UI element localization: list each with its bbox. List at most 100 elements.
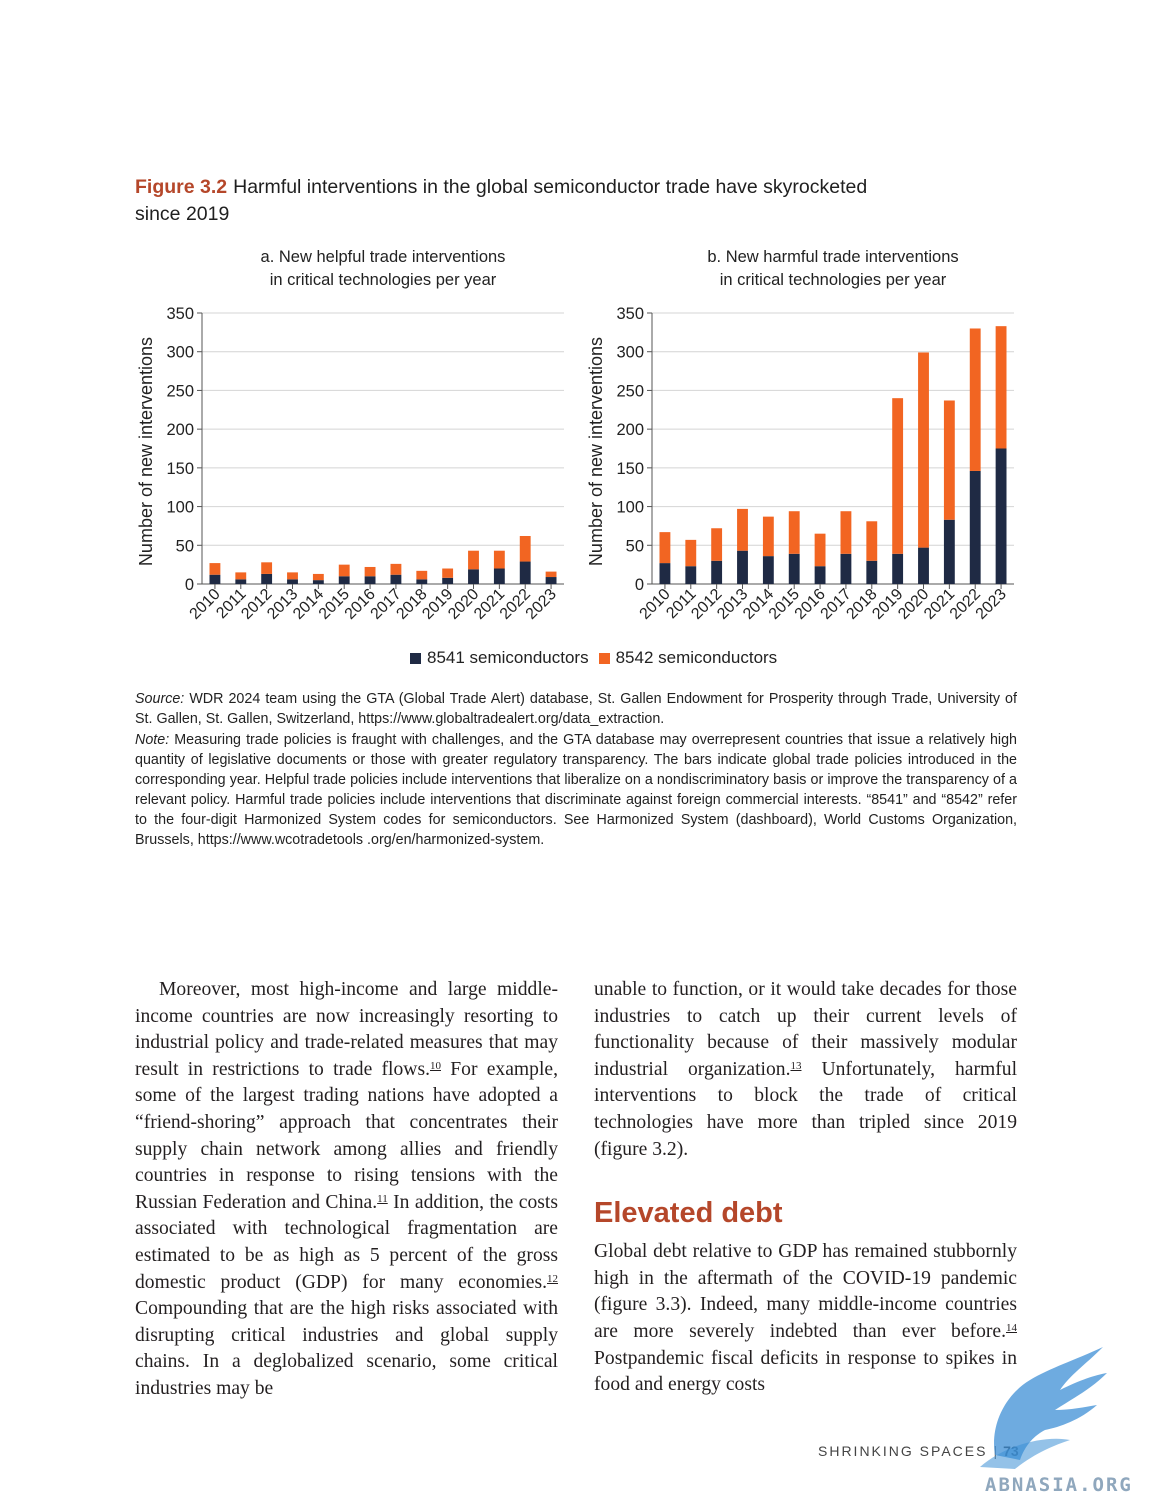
bar-8541-2012 <box>711 560 723 584</box>
figure-title: Figure 3.2 Harmful interventions in the g… <box>135 174 895 228</box>
y-tick-label: 150 <box>166 460 194 478</box>
y-tick-label: 300 <box>166 344 194 362</box>
chart-panel-b: b. New harmful trade interventions in cri… <box>586 248 1014 623</box>
y-tick-label: 200 <box>616 421 644 439</box>
bar-8541-2017 <box>390 574 402 584</box>
bar-8541-2016 <box>364 576 376 584</box>
source-text: WDR 2024 team using the GTA (Global Trad… <box>135 691 1017 727</box>
bar-8541-2018 <box>866 560 878 584</box>
bar-8541-2023 <box>545 577 557 584</box>
note: Note: Measuring trade policies is fraugh… <box>135 730 1017 850</box>
x-tick-label: 2023 <box>523 586 560 623</box>
bar-8542-2013 <box>287 572 298 580</box>
bar-8542-2020 <box>468 550 479 570</box>
bar-8541-2019 <box>892 553 904 584</box>
bar-8542-2018 <box>416 570 428 580</box>
y-tick-label: 0 <box>635 576 644 594</box>
y-tick-label: 350 <box>616 305 644 323</box>
bar-8542-2015 <box>788 511 800 554</box>
body-text: Unfortunately, harmful interventions to … <box>594 1058 1018 1160</box>
y-tick-label: 200 <box>166 421 194 439</box>
bar-8541-2022 <box>519 561 531 584</box>
figure-notes: Source: WDR 2024 team using the GTA (Glo… <box>135 689 1017 850</box>
bar-8542-2010 <box>659 532 671 564</box>
bar-8541-2011 <box>235 579 247 584</box>
bar-8541-2021 <box>493 568 505 584</box>
body-text: Global debt relative to GDP has remained… <box>594 1241 1017 1342</box>
bar-8542-2018 <box>866 521 878 561</box>
bar-8542-2022 <box>969 328 981 471</box>
footnote-ref-11[interactable]: 11 <box>377 1192 388 1205</box>
source-label: Source: <box>135 691 185 707</box>
bar-8542-2020 <box>918 352 929 548</box>
source-note: Source: WDR 2024 team using the GTA (Glo… <box>135 689 1017 729</box>
bar-8542-2017 <box>390 563 402 575</box>
body-text: Moreover, most high-income and large mid… <box>135 979 558 1080</box>
bar-8542-2011 <box>685 539 697 567</box>
bar-8542-2012 <box>711 528 723 561</box>
chart-title-line: in critical technologies per year <box>720 271 947 289</box>
body-text: For example, some of the largest trading… <box>135 1058 558 1213</box>
figure-title-text: Harmful interventions in the global semi… <box>135 176 868 225</box>
body-text: Compounding that are the high risks asso… <box>135 1298 558 1399</box>
bar-8541-2020 <box>918 547 929 584</box>
bar-8541-2014 <box>312 580 324 584</box>
y-axis-label: Number of new interventions <box>136 337 156 566</box>
bar-8542-2021 <box>943 400 955 520</box>
running-section-title: SHRINKING SPACES <box>818 1443 988 1459</box>
body-paragraph: Moreover, most high-income and large mid… <box>135 977 558 1403</box>
figure-label: Figure 3.2 <box>135 176 228 198</box>
y-tick-label: 150 <box>616 460 644 478</box>
body-text: unable to function, or it would take dec… <box>594 979 1017 1080</box>
body-paragraph: Global debt relative to GDP has remained… <box>594 1239 1017 1399</box>
bar-8541-2015 <box>338 576 350 584</box>
bar-8541-2010 <box>209 574 221 584</box>
bar-8542-2019 <box>892 398 904 554</box>
bar-8541-2016 <box>814 566 826 584</box>
bar-8541-2015 <box>788 553 800 584</box>
y-tick-label: 250 <box>166 382 194 400</box>
footnote-ref-13[interactable]: 13 <box>790 1059 802 1072</box>
y-tick-label: 50 <box>626 537 644 555</box>
bar-8541-2023 <box>995 448 1007 584</box>
x-tick-label: 2023 <box>973 586 1010 623</box>
bar-8541-2022 <box>969 470 981 584</box>
footnote-ref-10[interactable]: 10 <box>429 1059 441 1072</box>
bar-8541-2020 <box>468 569 479 584</box>
y-tick-label: 50 <box>176 537 194 555</box>
bar-8541-2019 <box>442 577 454 584</box>
chart-title-line: a. New helpful trade interventions <box>261 248 506 266</box>
y-axis-label: Number of new interventions <box>586 337 606 566</box>
bar-8542-2016 <box>814 533 826 567</box>
legend-label-8541: 8541 semiconductors <box>427 648 589 667</box>
bar-8541-2010 <box>659 563 671 584</box>
chart-legend: 8541 semiconductors 8542 semiconductors <box>410 648 777 668</box>
bar-8542-2010 <box>209 563 221 575</box>
body-column-right: unable to function, or it would take dec… <box>594 977 1017 1399</box>
bar-8542-2017 <box>840 511 852 554</box>
watermark-text: ABNASIA.ORG <box>985 1474 1133 1496</box>
bar-8542-2013 <box>737 508 748 551</box>
note-label: Note: <box>135 732 170 748</box>
bar-8541-2012 <box>261 573 273 584</box>
bar-8542-2014 <box>312 573 324 581</box>
bar-8541-2021 <box>943 519 955 584</box>
chart-title-line: b. New harmful trade interventions <box>707 248 958 266</box>
footnote-ref-14[interactable]: 14 <box>1006 1321 1017 1334</box>
body-text: Postpandemic fiscal deficits in response… <box>594 1347 1017 1396</box>
note-text: Measuring trade policies is fraught with… <box>135 732 1017 848</box>
bar-8542-2011 <box>235 572 247 580</box>
y-tick-label: 0 <box>185 576 194 594</box>
bar-8542-2021 <box>493 550 505 569</box>
bar-8542-2023 <box>995 326 1007 449</box>
bar-8542-2012 <box>261 562 273 574</box>
y-tick-label: 350 <box>166 305 194 323</box>
legend-label-8542: 8542 semiconductors <box>615 648 778 667</box>
bar-8542-2016 <box>364 566 376 577</box>
footnote-ref-12[interactable]: 12 <box>547 1272 558 1285</box>
bar-8541-2013 <box>287 579 298 584</box>
bar-8541-2011 <box>685 566 697 584</box>
legend-item-8541: 8541 semiconductors <box>410 648 589 668</box>
legend-swatch-8541 <box>410 652 421 664</box>
body-text: In addition, the costs associated with t… <box>135 1191 558 1293</box>
